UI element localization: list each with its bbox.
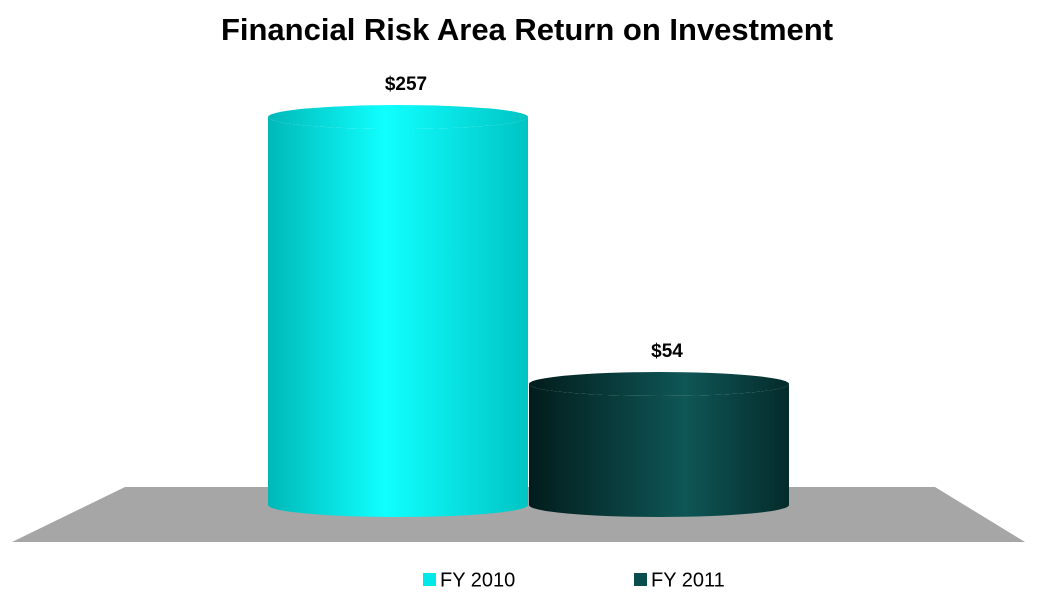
value-label: $257 bbox=[385, 74, 427, 95]
legend-label: FY 2010 bbox=[440, 569, 515, 591]
legend-swatch bbox=[634, 573, 647, 586]
cylinder-top bbox=[268, 105, 528, 130]
value-label: $54 bbox=[651, 341, 683, 362]
cylinder-body bbox=[268, 117, 528, 518]
cylinder-body bbox=[529, 383, 789, 517]
legend-swatch bbox=[423, 573, 436, 586]
legend-label: FY 2011 bbox=[651, 569, 725, 591]
cylinder-top bbox=[529, 371, 789, 396]
chart-title: Financial Risk Area Return on Investment bbox=[221, 12, 833, 47]
